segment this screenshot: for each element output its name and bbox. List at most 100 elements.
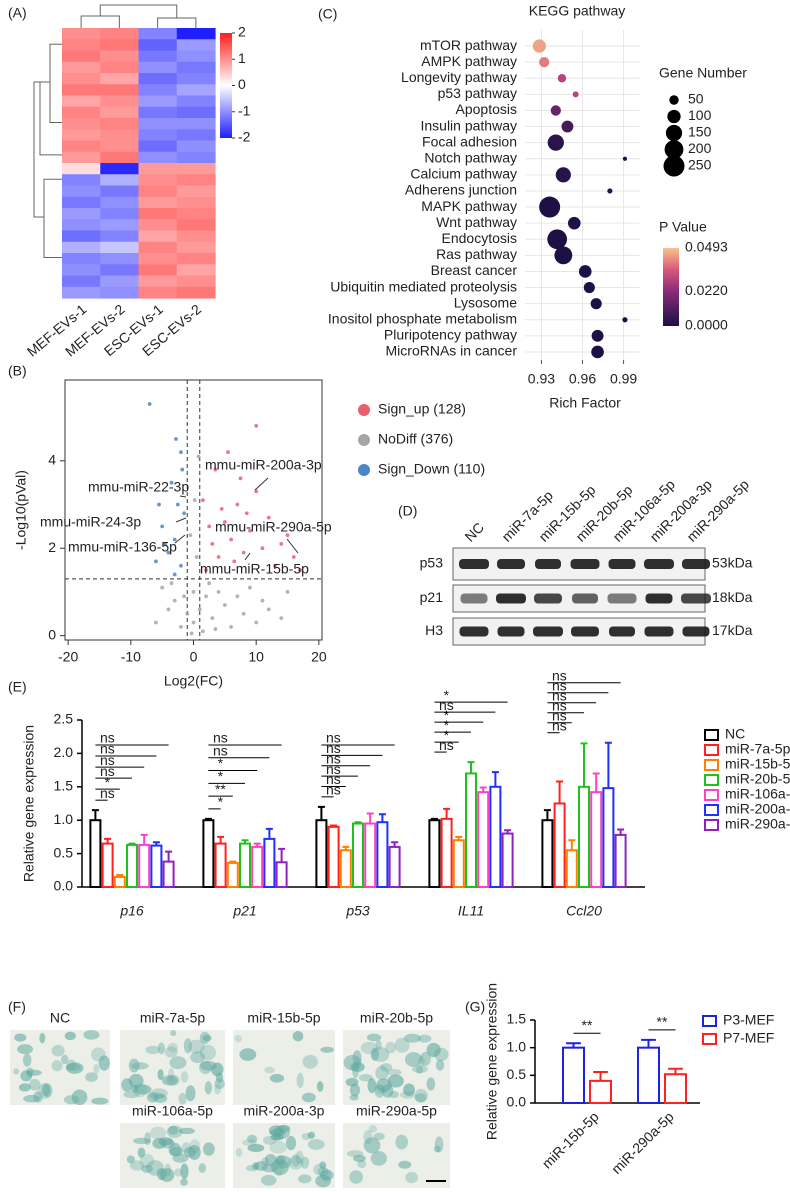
legend-label: NoDiff (376) [378, 431, 453, 447]
stain [346, 1150, 364, 1158]
stain [178, 1127, 195, 1135]
significance-label: ns [326, 782, 341, 798]
stain [366, 1033, 382, 1042]
stain [181, 1142, 192, 1154]
stain [411, 1065, 428, 1074]
stain [298, 1174, 312, 1184]
stain [420, 1051, 431, 1066]
error-bar [253, 842, 261, 847]
bar [452, 839, 465, 888]
heat-cell [100, 151, 140, 164]
stain [188, 1144, 201, 1160]
stain [398, 1160, 412, 1169]
point [166, 607, 171, 612]
blot-band [534, 593, 562, 604]
stain [168, 1142, 182, 1157]
bar [465, 772, 477, 888]
error-bar [504, 829, 512, 834]
heat-cell [176, 95, 216, 108]
stain [358, 1074, 373, 1082]
size-legend-label: 100 [688, 107, 712, 123]
significance-label: ns [100, 730, 115, 746]
stain [404, 1052, 423, 1067]
point [192, 498, 197, 503]
point [194, 555, 199, 559]
bubble [547, 229, 568, 250]
y-tick-label: Pluripotency pathway [384, 327, 517, 343]
error-bar [617, 828, 625, 835]
bar [428, 819, 441, 889]
error-bar [378, 813, 386, 823]
blot-size-label: 18kDa [712, 589, 753, 605]
bar [89, 819, 102, 889]
size-legend-label: 150 [688, 124, 712, 140]
point [182, 511, 186, 516]
blot-band [682, 626, 710, 637]
stain [375, 1039, 382, 1051]
error-bar [91, 809, 99, 821]
significance-label: ns [326, 771, 341, 787]
bubble [572, 91, 579, 98]
bar [138, 843, 151, 889]
bar [126, 843, 138, 889]
micrograph-label: miR-20b-5p [360, 1010, 433, 1026]
point [219, 507, 224, 511]
point [179, 624, 183, 629]
error-bar [278, 847, 286, 863]
error-bar [467, 761, 475, 774]
heat-cell [138, 196, 178, 209]
stain [296, 1072, 304, 1088]
heat-cell [62, 140, 101, 153]
y-axis-label: -Log10(pVal) [13, 470, 29, 550]
heat-cell [176, 185, 216, 198]
point [196, 454, 201, 459]
stain [164, 1046, 178, 1058]
point [169, 480, 174, 485]
point [273, 563, 277, 568]
heat-cell [138, 241, 178, 254]
stain [273, 1161, 284, 1176]
annotation: mmu-miR-15b-5p [200, 561, 309, 577]
x-tick-label: Ccl20 [566, 903, 602, 919]
legend-label: miR-290a-5p [725, 816, 790, 832]
stain [375, 1065, 389, 1081]
y-tick-label: Notch pathway [424, 149, 517, 165]
x-tick-label: 0 [190, 649, 198, 665]
point [207, 581, 212, 586]
stain [174, 1168, 183, 1177]
stain [167, 1042, 179, 1053]
bar [339, 849, 352, 889]
x-tick-label: 0.93 [528, 371, 555, 387]
stain [426, 1077, 436, 1091]
error-bar [128, 842, 136, 845]
blot-size-label: 53kDa [712, 555, 753, 571]
stain [128, 1058, 140, 1073]
colorbar-tick-label: -2 [238, 129, 251, 145]
blot-band [460, 593, 488, 604]
error-bar [491, 771, 499, 787]
error-bar [604, 741, 612, 789]
stain [64, 1031, 76, 1041]
bubble [547, 134, 564, 151]
stain [203, 1142, 215, 1156]
point [172, 572, 177, 577]
heat-cell [62, 106, 101, 119]
stain [215, 1072, 224, 1083]
heat-cell [62, 264, 101, 277]
stain [40, 1082, 51, 1097]
stain [199, 1044, 216, 1061]
stain [202, 1034, 212, 1042]
y-axis-label: Relative gene expression [21, 725, 37, 882]
point [254, 489, 259, 494]
blot-band [571, 626, 599, 637]
bubble [607, 188, 613, 194]
heat-cell [62, 84, 101, 97]
heat-cell [138, 185, 178, 198]
point [285, 533, 290, 538]
stain [180, 1071, 189, 1083]
legend-label: NC [725, 726, 745, 742]
y-tick-label: 2 [48, 539, 56, 555]
bar [440, 817, 453, 889]
heat-cell [100, 118, 140, 130]
point [180, 467, 185, 472]
